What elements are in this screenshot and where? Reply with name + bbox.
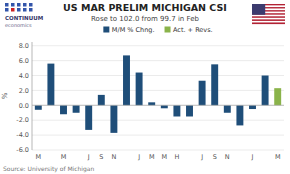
- y-axis-label: %: [1, 92, 9, 99]
- x-tick-label: M: [275, 153, 281, 161]
- legend-item: M/M % Chng.: [103, 26, 154, 34]
- legend: M/M % Chng. Act. + Revs.: [103, 26, 212, 34]
- legend-label: Act. + Revs.: [173, 26, 213, 34]
- y-tick-label: 6.0: [19, 57, 29, 65]
- logo-dot: [17, 3, 21, 7]
- bar: [274, 88, 281, 105]
- x-tick-label: N: [225, 153, 230, 161]
- legend-swatch: [165, 27, 171, 33]
- x-tick-label: M: [35, 153, 41, 161]
- x-tick-label: J: [137, 153, 140, 161]
- bar: [199, 81, 206, 106]
- logo-dot: [23, 3, 27, 7]
- bar: [85, 105, 92, 130]
- grid-line: [32, 60, 284, 61]
- bar: [211, 64, 218, 105]
- chart: CONTINUUMeconomics US MAR PRELIM MICHIGAN…: [0, 0, 290, 174]
- bar: [123, 55, 130, 105]
- bar: [262, 76, 269, 106]
- grid-line: [32, 135, 284, 136]
- grid-line: [32, 45, 284, 46]
- bars: [35, 55, 281, 132]
- flag-stripe: [252, 21, 285, 23]
- logo-text: CONTINUUM: [5, 15, 43, 21]
- title: US MAR PRELIM MICHIGAN CSI: [63, 2, 227, 13]
- flag-stripe: [252, 16, 285, 18]
- logo-dot: [23, 8, 27, 12]
- logo-dot: [17, 8, 21, 12]
- x-tick-label: J: [87, 153, 90, 161]
- logo-dot: [11, 8, 15, 12]
- x-tick-label: M: [161, 153, 167, 161]
- source: Source: University of Michigan: [3, 165, 94, 173]
- grid-line: [32, 105, 284, 106]
- y-axis-line: [32, 42, 33, 150]
- x-tick-label: M: [61, 153, 67, 161]
- logo-dot: [29, 8, 33, 12]
- grid: [32, 46, 284, 150]
- logo: CONTINUUMeconomics: [5, 3, 43, 28]
- bar: [161, 105, 168, 108]
- grid-line: [32, 75, 284, 76]
- bar: [35, 105, 42, 109]
- bar: [249, 105, 256, 109]
- x-tick-label: H: [174, 153, 179, 161]
- bar: [47, 64, 54, 106]
- bar: [148, 102, 155, 105]
- y-tick-label: 8.0: [19, 42, 29, 50]
- flag-canton: [252, 4, 265, 15]
- bar: [173, 105, 180, 116]
- x-tick-label: J: [251, 153, 254, 161]
- flag-stripe: [252, 19, 285, 21]
- legend-swatch: [103, 27, 109, 33]
- bar: [224, 105, 231, 112]
- y-tick-label: 4.0: [19, 72, 29, 80]
- x-tick-label: S: [99, 153, 103, 161]
- subtitle: Rose to 102.0 from 99.7 in Feb: [91, 15, 199, 23]
- y-tick-label: -2.0: [16, 116, 29, 124]
- logo-dot: [11, 3, 15, 7]
- bar: [136, 73, 143, 106]
- grid-line: [32, 150, 284, 151]
- bar: [236, 105, 243, 125]
- flag-stripe: [252, 22, 285, 24]
- bar: [110, 105, 117, 133]
- logo-dot: [5, 3, 9, 7]
- bar: [60, 105, 67, 114]
- flag-stripe: [252, 15, 285, 17]
- x-tick-label: J: [200, 153, 203, 161]
- flag: [252, 4, 285, 24]
- y-tick-label: -4.0: [16, 131, 29, 139]
- bar: [73, 105, 80, 112]
- bar: [98, 95, 105, 105]
- bar: [186, 105, 193, 116]
- logo-text: economics: [5, 22, 32, 28]
- flag-stripe: [252, 18, 285, 20]
- y-tick-label: 2.0: [19, 87, 29, 95]
- grid-line: [32, 90, 284, 91]
- x-tick-label: N: [111, 153, 116, 161]
- legend-label: M/M % Chng.: [112, 26, 155, 34]
- x-tick-label: M: [149, 153, 155, 161]
- zero-line: [32, 105, 284, 106]
- logo-dot: [29, 3, 33, 7]
- logo-dot: [5, 8, 9, 12]
- y-tick-label: 0.0: [19, 102, 29, 110]
- x-tick-label: S: [213, 153, 217, 161]
- y-tick-label: -6.0: [16, 146, 29, 154]
- legend-item: Act. + Revs.: [165, 26, 213, 34]
- grid-line: [32, 120, 284, 121]
